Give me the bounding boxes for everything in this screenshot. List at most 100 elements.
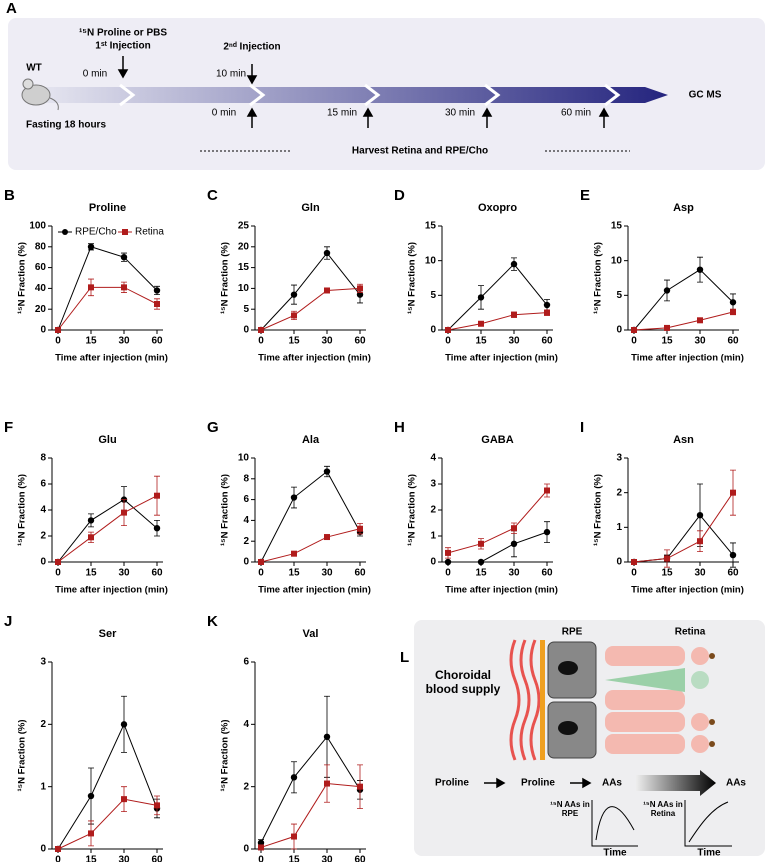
y-axis-label: ¹⁵N Fraction (%) (17, 719, 28, 791)
arrows (117, 56, 610, 128)
rpe-cells (547, 641, 597, 759)
y-axis-label: ¹⁵N Fraction (%) (220, 242, 231, 314)
legend-label: RPE/Cho (75, 227, 117, 238)
chart-title: Asn (673, 434, 694, 446)
harvest-label: Harvest Retina and RPE/Cho (352, 146, 488, 157)
y-tick-label: 3 (616, 453, 622, 464)
x-axis-label: Time after injection (min) (258, 353, 371, 364)
time-label: 0 min (212, 108, 236, 119)
y-tick-label: 5 (243, 304, 249, 315)
data-point (153, 287, 161, 294)
y-axis-label: ¹⁵N Fraction (%) (220, 719, 231, 791)
y-tick-label: 1 (430, 531, 436, 542)
data-point (445, 549, 451, 556)
data-point (121, 509, 127, 516)
series-line (448, 531, 548, 563)
data-point (258, 327, 264, 333)
y-tick-label: 1 (40, 781, 46, 792)
chart-title: Gln (301, 202, 320, 214)
data-point (445, 327, 451, 333)
chart-title: Proline (89, 202, 126, 214)
series-line (447, 312, 548, 331)
series-line (633, 311, 734, 331)
series-line (633, 269, 734, 331)
data-point (55, 846, 61, 852)
series-line (633, 514, 734, 563)
chart: I Asn ¹⁵N Fraction (%) Time after injection… (580, 419, 744, 596)
data-point (730, 489, 736, 496)
chart: F Glu ¹⁵N Fraction (%) Time after injection… (4, 419, 168, 596)
panel-label: A (6, 0, 17, 17)
panel-a: A WT Fasting 18 hours ¹⁵N Proline or PBS… (6, 0, 765, 170)
y-axis-label: ¹⁵N Fraction (%) (593, 474, 604, 546)
data-point (153, 525, 161, 532)
y-axis-label: ¹⁵N Fraction (%) (220, 474, 231, 546)
blood-label-box: Choroidal blood supply (426, 668, 501, 696)
chart: E Asp ¹⁵N Fraction (%) Time after injection… (580, 187, 744, 364)
chart: C Gln ¹⁵N Fraction (%) Time after injection… (207, 187, 371, 364)
data-point (544, 309, 550, 316)
x-axis-label: Time after injection (min) (631, 585, 744, 596)
chart-title: Ala (302, 434, 320, 446)
data-point (121, 796, 127, 803)
data-point (510, 260, 518, 268)
data-point (88, 830, 94, 837)
injection-label: 1ˢᵗ Injection (95, 41, 150, 52)
x-tick-label: 60 (151, 336, 163, 347)
mini-label-box: ¹⁵N AAs in RPE (550, 800, 589, 818)
x-axis-label: Time after injection (min) (445, 353, 558, 364)
data-point (357, 783, 363, 790)
data-point (729, 299, 737, 306)
data-point (663, 287, 671, 294)
y-tick-label: 10 (238, 283, 250, 294)
data-point (478, 540, 484, 547)
x-tick-label: 0 (55, 336, 61, 347)
y-tick-label: 15 (425, 221, 437, 232)
y-tick-label: 2 (616, 487, 622, 498)
x-tick-label: 60 (354, 568, 366, 579)
data-point (120, 254, 128, 261)
panel-label: C (207, 187, 218, 204)
mini-plots (591, 800, 732, 847)
chart-title: Ser (99, 628, 117, 640)
data-point (88, 284, 94, 291)
data-point (664, 555, 670, 562)
data-point (323, 733, 331, 740)
x-tick-label: 15 (288, 568, 300, 579)
data-point (87, 243, 95, 250)
series-line (57, 246, 158, 331)
chart-title: Oxopro (478, 202, 517, 214)
injection-label: ¹⁵N Proline or PBS (79, 28, 167, 39)
series-line (260, 783, 361, 848)
panel-label: I (580, 419, 584, 436)
chart-title: Glu (98, 434, 116, 446)
x-tick-label: 60 (541, 336, 553, 347)
x-tick-label: 30 (321, 336, 333, 347)
mini-plot-label: ¹⁵N AAs in Retina (643, 800, 683, 818)
mini-axis-label: Time (697, 848, 721, 859)
time-label: 30 min (445, 108, 475, 119)
data-point (631, 327, 637, 333)
data-point (258, 844, 264, 851)
y-tick-label: 40 (35, 283, 47, 294)
x-tick-label: 30 (508, 568, 520, 579)
data-point (323, 249, 331, 257)
timeline-chevrons (119, 83, 621, 107)
x-tick-label: 15 (288, 855, 300, 862)
data-point (291, 833, 297, 840)
data-point (87, 792, 95, 800)
series-line (260, 528, 361, 563)
y-tick-label: 4 (40, 505, 46, 516)
data-point (291, 550, 297, 557)
data-point (510, 540, 518, 547)
x-tick-label: 60 (354, 855, 366, 862)
y-tick-label: 0 (243, 557, 249, 568)
y-tick-label: 0 (40, 325, 46, 336)
data-point (357, 525, 363, 532)
y-tick-label: 8 (40, 453, 46, 464)
data-point (55, 559, 61, 565)
y-tick-label: 8 (243, 473, 249, 484)
